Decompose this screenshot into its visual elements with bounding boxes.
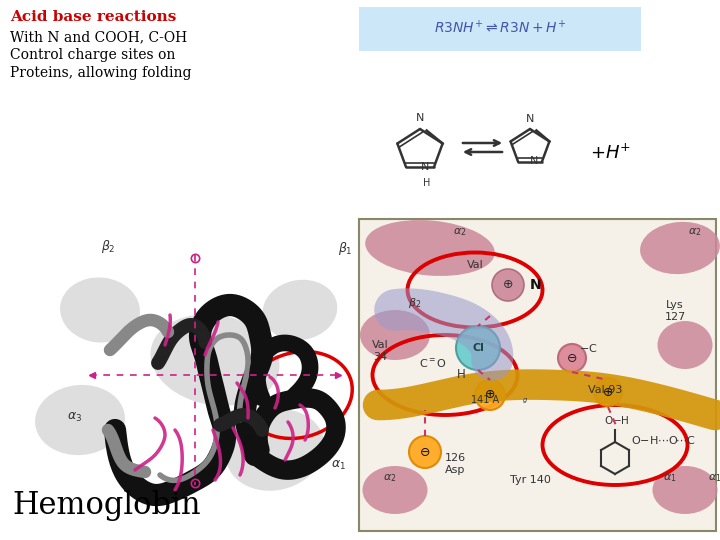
Text: 141 A: 141 A bbox=[471, 395, 499, 405]
Text: C$^=_{}$O: C$^=_{}$O bbox=[419, 357, 447, 367]
Text: O$-$H$\cdots$O: O$-$H$\cdots$O bbox=[631, 434, 679, 446]
Text: H: H bbox=[423, 178, 430, 188]
Ellipse shape bbox=[652, 466, 718, 514]
Text: $-$C: $-$C bbox=[579, 342, 598, 354]
Text: N: N bbox=[530, 156, 538, 166]
Text: 126: 126 bbox=[444, 453, 466, 463]
Circle shape bbox=[475, 380, 505, 410]
Text: $\alpha_1$: $\alpha_1$ bbox=[663, 472, 677, 484]
Text: $\oplus$: $\oplus$ bbox=[503, 279, 513, 292]
Text: N: N bbox=[526, 114, 534, 124]
Text: N: N bbox=[530, 278, 541, 292]
Ellipse shape bbox=[365, 220, 495, 276]
Text: O$-$H: O$-$H bbox=[604, 414, 630, 426]
Text: $_g$: $_g$ bbox=[522, 395, 528, 405]
Text: $\beta_1$: $\beta_1$ bbox=[338, 240, 352, 257]
Text: N: N bbox=[420, 162, 429, 172]
Text: 127: 127 bbox=[665, 312, 685, 322]
Text: $\oplus$: $\oplus$ bbox=[485, 388, 495, 402]
Text: 34: 34 bbox=[373, 352, 387, 362]
Text: $\alpha_2$: $\alpha_2$ bbox=[383, 472, 397, 484]
Text: N: N bbox=[416, 113, 424, 123]
FancyBboxPatch shape bbox=[359, 219, 716, 531]
Ellipse shape bbox=[225, 409, 325, 491]
Ellipse shape bbox=[640, 222, 720, 274]
Ellipse shape bbox=[60, 278, 140, 342]
Text: $\beta_2$: $\beta_2$ bbox=[101, 238, 115, 255]
Text: Hemoglobin: Hemoglobin bbox=[12, 490, 201, 521]
Text: H: H bbox=[456, 368, 465, 381]
Text: Val: Val bbox=[467, 260, 483, 270]
Circle shape bbox=[456, 326, 500, 370]
Ellipse shape bbox=[362, 466, 428, 514]
Text: Lys: Lys bbox=[666, 300, 684, 310]
Text: $\beta_2$: $\beta_2$ bbox=[408, 296, 422, 310]
Text: $\ominus$: $\ominus$ bbox=[567, 352, 577, 365]
Text: $\alpha_3$: $\alpha_3$ bbox=[68, 411, 83, 424]
Text: Val: Val bbox=[372, 340, 388, 350]
Text: $+H^{+}$: $+H^{+}$ bbox=[590, 143, 631, 163]
Text: Val 93: Val 93 bbox=[588, 385, 622, 395]
Circle shape bbox=[558, 344, 586, 372]
Circle shape bbox=[594, 378, 622, 406]
Text: $\ominus$: $\ominus$ bbox=[419, 446, 431, 458]
Text: $\oplus$: $\oplus$ bbox=[603, 386, 613, 399]
Circle shape bbox=[492, 269, 524, 301]
Text: Control charge sites on: Control charge sites on bbox=[10, 48, 176, 62]
Text: Acid base reactions: Acid base reactions bbox=[10, 10, 176, 24]
Ellipse shape bbox=[657, 321, 713, 369]
Circle shape bbox=[409, 436, 441, 468]
Text: Cl: Cl bbox=[472, 343, 484, 353]
Ellipse shape bbox=[150, 314, 279, 406]
Text: $\alpha_1$: $\alpha_1$ bbox=[330, 459, 346, 472]
Text: $\alpha_2$: $\alpha_2$ bbox=[454, 226, 467, 238]
Text: With N and COOH, C-OH: With N and COOH, C-OH bbox=[10, 30, 187, 44]
Text: Tyr 140: Tyr 140 bbox=[510, 475, 550, 485]
Text: $\cdots$C: $\cdots$C bbox=[675, 434, 695, 446]
Ellipse shape bbox=[263, 280, 337, 340]
Text: Proteins, allowing folding: Proteins, allowing folding bbox=[10, 66, 192, 80]
Text: $\alpha_1$: $\alpha_1$ bbox=[708, 472, 720, 484]
Text: Asp: Asp bbox=[445, 465, 465, 475]
Ellipse shape bbox=[360, 310, 430, 360]
FancyBboxPatch shape bbox=[359, 7, 641, 51]
Text: $R3NH^{+} \rightleftharpoons R3N + H^{+}$: $R3NH^{+} \rightleftharpoons R3N + H^{+}… bbox=[434, 19, 566, 37]
Ellipse shape bbox=[35, 385, 125, 455]
Text: $\alpha_2$: $\alpha_2$ bbox=[688, 226, 702, 238]
